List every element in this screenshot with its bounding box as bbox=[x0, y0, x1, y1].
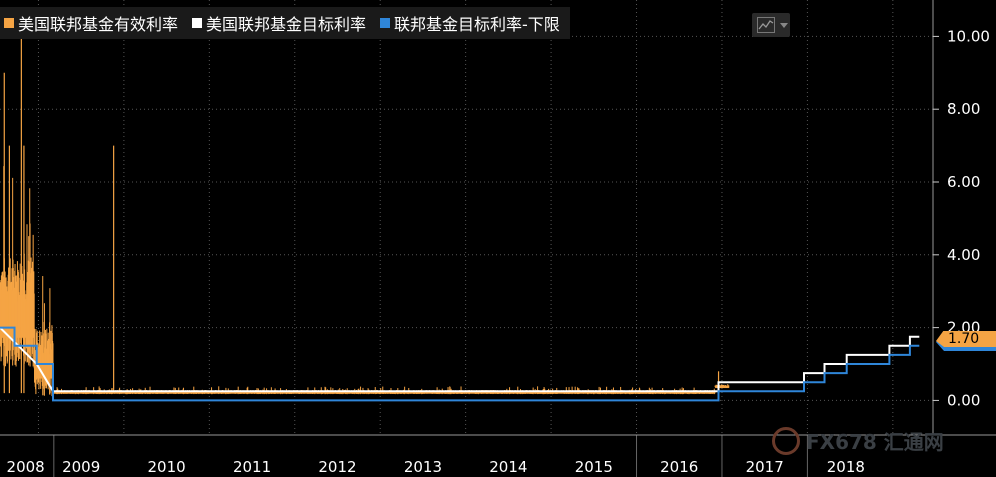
watermark: FX678 汇通网 bbox=[772, 426, 944, 455]
grid-lines bbox=[0, 0, 933, 435]
x-tick-label: 2016 bbox=[660, 458, 698, 476]
chevron-down-icon bbox=[780, 23, 788, 28]
x-tick-label: 2014 bbox=[489, 458, 527, 476]
legend-item-lower-bound[interactable]: 联邦基金目标利率-下限 bbox=[380, 11, 560, 35]
year-dividers bbox=[53, 435, 808, 477]
x-tick-label: 2011 bbox=[233, 458, 271, 476]
fx678-logo-icon bbox=[772, 426, 800, 455]
y-tick-label: 0.00 bbox=[947, 391, 980, 409]
x-tick-label: 2015 bbox=[575, 458, 613, 476]
chart-type-button[interactable] bbox=[752, 13, 790, 37]
series-target-rate bbox=[0, 326, 920, 393]
legend-swatch-white bbox=[192, 18, 203, 28]
last-value-badge: 1.70 bbox=[936, 331, 996, 351]
series-target-lower-bound bbox=[0, 326, 920, 402]
x-tick-label: 2012 bbox=[318, 458, 356, 476]
y-tick-label: 8.00 bbox=[947, 100, 980, 118]
line-chart-icon bbox=[757, 17, 775, 33]
legend-label: 联邦基金目标利率-下限 bbox=[394, 15, 560, 34]
x-tick-label: 2017 bbox=[746, 458, 784, 476]
x-tick-label: 2008 bbox=[7, 458, 45, 476]
x-tick-label: 2018 bbox=[827, 458, 865, 476]
legend-label: 美国联邦基金有效利率 bbox=[18, 15, 179, 34]
y-tick-label: 10.00 bbox=[947, 27, 990, 45]
legend-item-effective-rate[interactable]: 美国联邦基金有效利率 bbox=[4, 11, 178, 35]
legend: 美国联邦基金有效利率 美国联邦基金目标利率 联邦基金目标利率-下限 bbox=[0, 7, 570, 39]
watermark-text: FX678 汇通网 bbox=[806, 430, 944, 454]
legend-swatch-blue bbox=[380, 18, 391, 28]
y-tick-label: 6.00 bbox=[947, 173, 980, 191]
x-axis-labels: 2008 2009 2010 2011 2012 2013 2014 2015 2016 2017… bbox=[7, 458, 865, 476]
target-rate-line bbox=[0, 326, 920, 393]
axes bbox=[0, 0, 996, 436]
lower-bound-line bbox=[0, 326, 920, 402]
y-tick-label: 4.00 bbox=[947, 246, 980, 264]
legend-label: 美国联邦基金目标利率 bbox=[206, 15, 367, 34]
x-tick-label: 2010 bbox=[148, 458, 186, 476]
x-tick-label: 2013 bbox=[404, 458, 442, 476]
legend-item-target-rate[interactable]: 美国联邦基金目标利率 bbox=[192, 11, 366, 35]
series-effective-rate bbox=[0, 36, 730, 397]
legend-swatch-orange bbox=[4, 18, 14, 28]
last-value-text: 1.70 bbox=[948, 331, 979, 347]
x-tick-label: 2009 bbox=[62, 458, 100, 476]
